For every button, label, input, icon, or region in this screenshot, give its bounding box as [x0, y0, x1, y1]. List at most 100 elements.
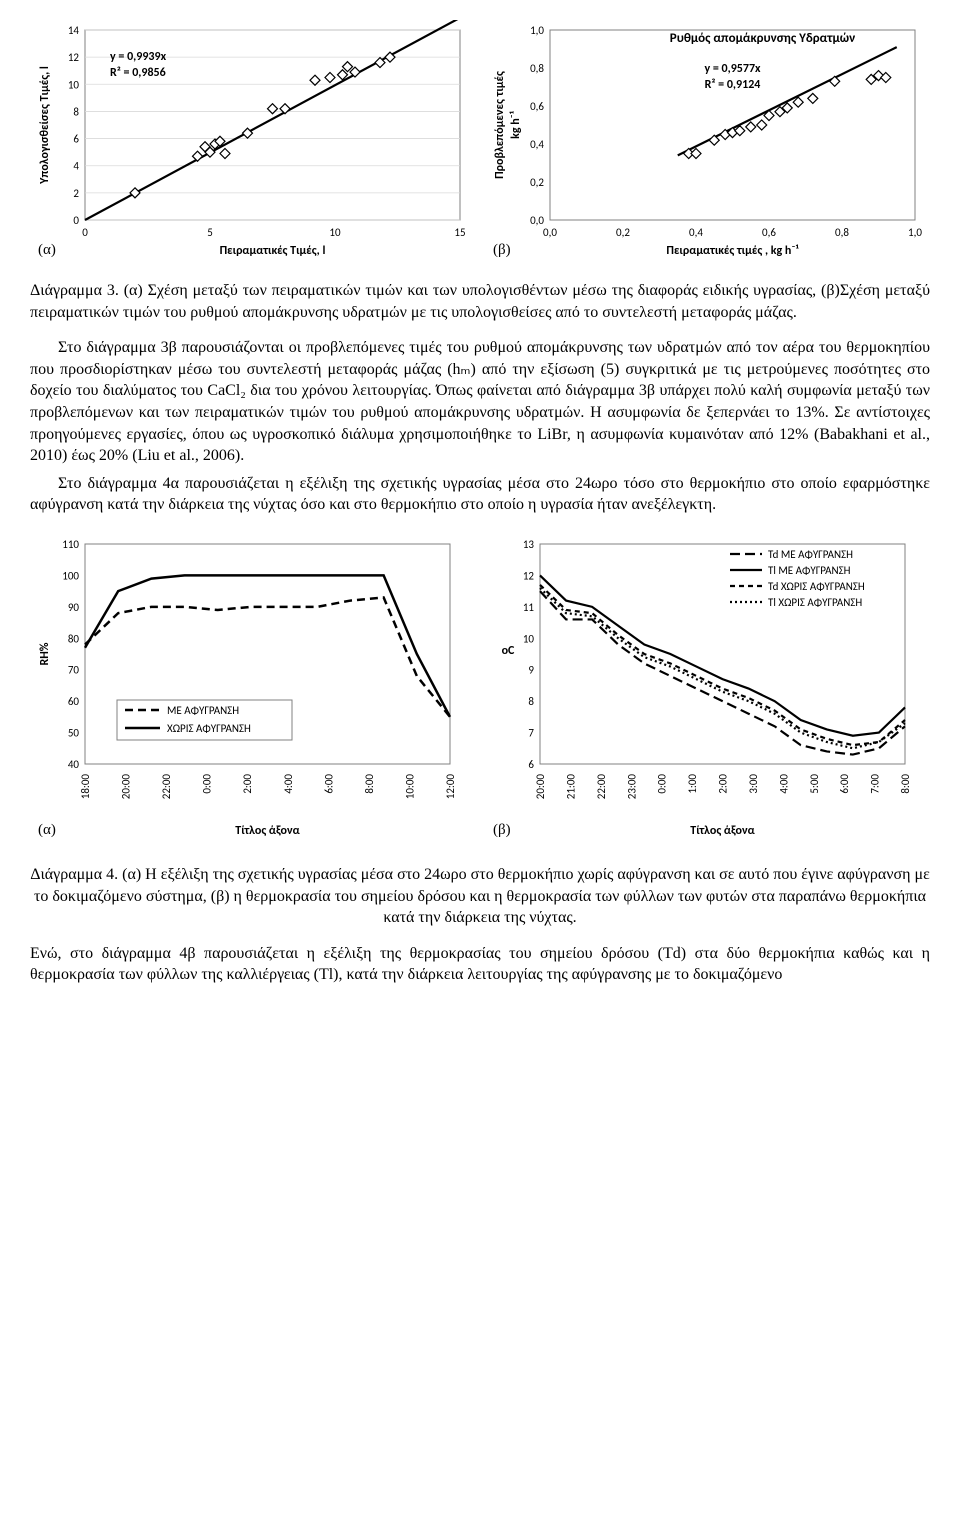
svg-text:6: 6: [528, 758, 534, 771]
svg-text:12:00: 12:00: [444, 774, 457, 800]
chart-3a-svg: 0 2 4 6 8 10 12 14 0 5 10 15 y = 0,9939x R² = 0,9856 Π…: [30, 20, 470, 270]
chart-4b: 6 7 8 9 10 11 12 13 20:00 21:00 22:00 23:00 0:00 1:00…: [485, 534, 930, 854]
svg-text:8: 8: [73, 105, 79, 118]
svg-text:0:00: 0:00: [201, 774, 214, 794]
svg-text:1,0: 1,0: [908, 226, 922, 239]
chart-row-3: 0 2 4 6 8 10 12 14 0 5 10 15 y = 0,9939x R² = 0,9856 Π…: [30, 20, 930, 270]
svg-text:Τίτλος άξονα: Τίτλος άξονα: [690, 824, 755, 838]
svg-text:10:00: 10:00: [403, 774, 416, 800]
svg-text:Τίτλος άξονα: Τίτλος άξονα: [235, 824, 300, 838]
svg-text:6:00: 6:00: [838, 774, 851, 794]
svg-text:7: 7: [528, 727, 534, 740]
svg-text:0,8: 0,8: [835, 226, 849, 239]
svg-text:ΜΕ ΑΦΥΓΡΑΝΣΗ: ΜΕ ΑΦΥΓΡΑΝΣΗ: [167, 704, 239, 717]
svg-text:3:00: 3:00: [747, 774, 760, 794]
svg-text:Ρυθμός απομάκρυνσης Υδρατμών: Ρυθμός απομάκρυνσης Υδρατμών: [670, 31, 855, 46]
caption-3: Διάγραμμα 3. (α) Σχέση μεταξύ των πειραμ…: [30, 280, 930, 323]
svg-text:40: 40: [68, 758, 80, 771]
svg-text:R² = 0,9856: R² = 0,9856: [110, 66, 166, 80]
svg-text:23:00: 23:00: [625, 774, 638, 800]
svg-text:8: 8: [528, 695, 534, 708]
svg-text:kg h⁻¹: kg h⁻¹: [509, 111, 523, 139]
svg-text:Πειραματικές Τιμές, l: Πειραματικές Τιμές, l: [220, 244, 326, 258]
svg-text:oC: oC: [502, 644, 515, 658]
svg-text:4: 4: [73, 160, 79, 173]
svg-text:10: 10: [329, 226, 341, 239]
svg-text:0,4: 0,4: [689, 226, 703, 239]
svg-text:20:00: 20:00: [120, 774, 133, 800]
chart-3b: 0,00,20,40,60,81,00,00,20,40,60,81,0Ρυθμ…: [485, 20, 930, 270]
svg-text:4:00: 4:00: [777, 774, 790, 794]
paragraph-2: Στο διάγραμμα 4α παρουσιάζεται η εξέλιξη…: [30, 473, 930, 516]
chart-4a-svg: 40506070809010011018:0020:0022:000:002:0…: [30, 534, 470, 854]
svg-text:6:00: 6:00: [322, 774, 335, 794]
caption-3-text: (α) Σχέση μεταξύ των πειραματικών τιμών …: [30, 282, 930, 321]
svg-text:8:00: 8:00: [899, 774, 912, 794]
svg-text:RH%: RH%: [38, 642, 52, 665]
svg-text:70: 70: [68, 664, 80, 677]
svg-text:0:00: 0:00: [656, 774, 669, 794]
svg-text:0,2: 0,2: [530, 176, 544, 189]
svg-text:(α): (α): [38, 822, 56, 838]
svg-text:10: 10: [523, 632, 535, 645]
svg-text:y = 0,9939x: y = 0,9939x: [110, 50, 167, 64]
svg-text:20:00: 20:00: [534, 774, 547, 800]
svg-text:Πειραματικές τιμές , kg h⁻¹: Πειραματικές τιμές , kg h⁻¹: [666, 244, 798, 258]
svg-text:12: 12: [68, 51, 80, 64]
svg-text:1:00: 1:00: [686, 774, 699, 794]
svg-text:6: 6: [73, 133, 79, 146]
svg-text:8:00: 8:00: [363, 774, 376, 794]
svg-text:0,4: 0,4: [530, 138, 544, 151]
svg-text:80: 80: [68, 632, 80, 645]
svg-text:14: 14: [68, 24, 80, 37]
svg-text:60: 60: [68, 695, 80, 708]
svg-text:Tl ΜΕ ΑΦΥΓΡΑΝΣΗ: Tl ΜΕ ΑΦΥΓΡΑΝΣΗ: [768, 564, 851, 577]
svg-text:12: 12: [523, 569, 535, 582]
svg-text:0,6: 0,6: [530, 100, 544, 113]
svg-text:(β): (β): [493, 242, 511, 258]
paragraph-3: Ενώ, στο διάγραμμα 4β παρουσιάζεται η εξ…: [30, 943, 930, 986]
svg-text:13: 13: [523, 538, 535, 551]
svg-text:0,2: 0,2: [616, 226, 630, 239]
svg-text:90: 90: [68, 601, 80, 614]
svg-text:11: 11: [523, 601, 535, 614]
svg-text:50: 50: [68, 727, 80, 740]
svg-text:10: 10: [68, 78, 80, 91]
chart-3a: 0 2 4 6 8 10 12 14 0 5 10 15 y = 0,9939x R² = 0,9856 Π…: [30, 20, 475, 270]
svg-text:0,8: 0,8: [530, 62, 544, 75]
caption-4: Διάγραμμα 4. (α) Η εξέλιξη της σχετικής …: [30, 864, 930, 929]
svg-text:y = 0,9577x: y = 0,9577x: [704, 62, 761, 76]
svg-text:7:00: 7:00: [869, 774, 882, 794]
svg-text:5:00: 5:00: [808, 774, 821, 794]
chart-4b-svg: 6 7 8 9 10 11 12 13 20:00 21:00 22:00 23:00 0:00 1:00…: [485, 534, 925, 854]
svg-text:Προβλεπόμενες τιμές: Προβλεπόμενες τιμές: [493, 71, 507, 179]
svg-text:(α): (α): [38, 242, 56, 258]
svg-text:9: 9: [528, 664, 534, 677]
paragraph-1: Στο διάγραμμα 3β παρουσιάζονται οι προβλ…: [30, 337, 930, 467]
svg-text:2: 2: [73, 187, 79, 200]
svg-text:15: 15: [454, 226, 465, 239]
svg-text:ΧΩΡΙΣ ΑΦΥΓΡΑΝΣΗ: ΧΩΡΙΣ ΑΦΥΓΡΑΝΣΗ: [167, 722, 251, 735]
svg-text:110: 110: [62, 538, 79, 551]
svg-text:Υπολογισθείσες Τιμές, l: Υπολογισθείσες Τιμές, l: [38, 66, 52, 185]
svg-text:0: 0: [73, 214, 79, 227]
svg-text:1,0: 1,0: [530, 24, 544, 37]
svg-text:0,0: 0,0: [543, 226, 557, 239]
svg-text:2:00: 2:00: [717, 774, 730, 794]
caption-4-label: Διάγραμμα 4.: [30, 866, 118, 883]
svg-text:(β): (β): [493, 822, 511, 838]
svg-text:0: 0: [82, 226, 88, 239]
svg-text:Tl ΧΩΡΙΣ ΑΦΥΓΡΑΝΣΗ: Tl ΧΩΡΙΣ ΑΦΥΓΡΑΝΣΗ: [768, 596, 862, 609]
caption-4-text: (α) Η εξέλιξη της σχετικής υγρασίας μέσα…: [34, 866, 930, 926]
svg-text:18:00: 18:00: [79, 774, 92, 800]
svg-text:22:00: 22:00: [595, 774, 608, 800]
chart-4a: 40506070809010011018:0020:0022:000:002:0…: [30, 534, 475, 854]
chart-3b-svg: 0,00,20,40,60,81,00,00,20,40,60,81,0Ρυθμ…: [485, 20, 925, 270]
svg-text:5: 5: [207, 226, 213, 239]
svg-text:0,6: 0,6: [762, 226, 776, 239]
svg-text:2:00: 2:00: [241, 774, 254, 794]
svg-text:21:00: 21:00: [564, 774, 577, 800]
svg-text:4:00: 4:00: [282, 774, 295, 794]
svg-text:R² = 0,9124: R² = 0,9124: [705, 78, 761, 92]
svg-text:Td ΧΩΡΙΣ ΑΦΥΓΡΑΝΣΗ: Td ΧΩΡΙΣ ΑΦΥΓΡΑΝΣΗ: [768, 580, 865, 593]
